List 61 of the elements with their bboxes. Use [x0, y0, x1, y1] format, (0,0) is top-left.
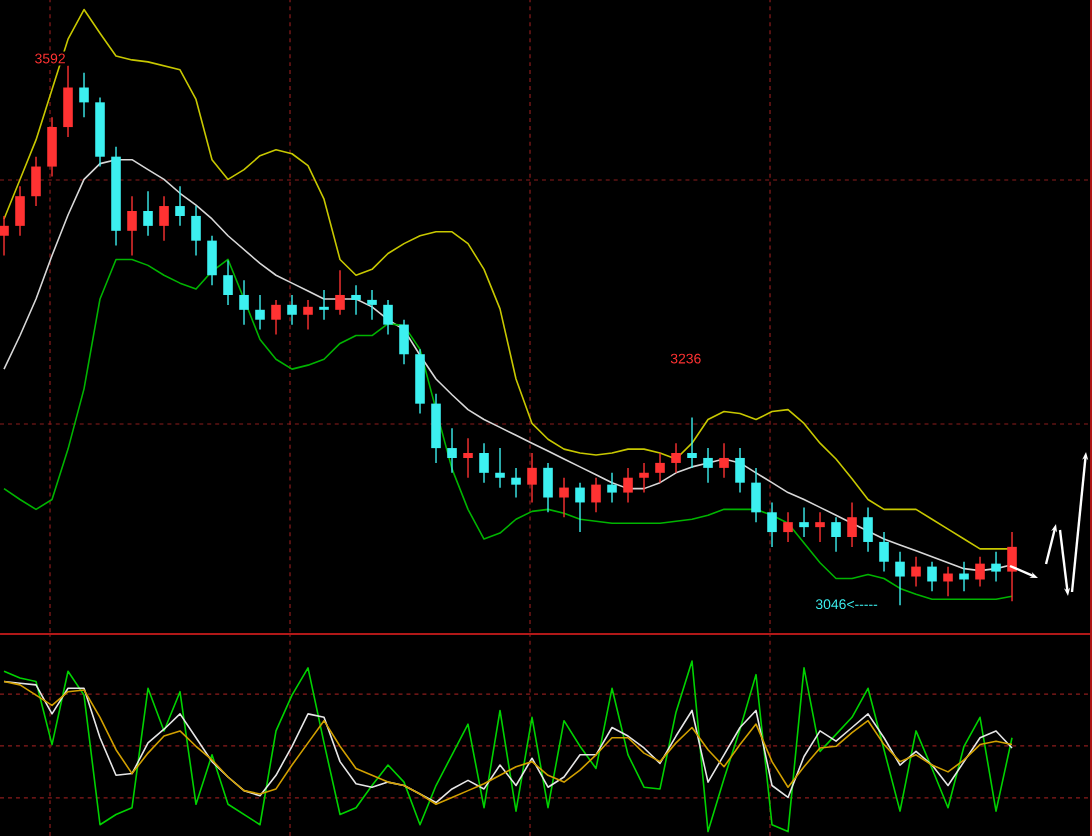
candlestick [863, 506, 873, 553]
candlestick [703, 447, 713, 484]
candlestick [143, 190, 153, 237]
candlestick [271, 299, 281, 336]
candlestick [623, 467, 633, 504]
candlestick [463, 437, 473, 479]
candlestick [431, 393, 441, 464]
candlestick [751, 467, 761, 523]
candlestick [367, 289, 377, 321]
candlestick [943, 565, 953, 597]
candlestick [479, 442, 489, 484]
candlestick [399, 319, 409, 365]
candlestick [1007, 531, 1017, 602]
candlestick [783, 511, 793, 543]
candlestick [671, 442, 681, 474]
candlestick [991, 551, 1001, 583]
candlestick [639, 462, 649, 494]
candlestick [927, 561, 937, 593]
candlestick [255, 294, 265, 331]
candlestick [847, 501, 857, 548]
candlestick [815, 511, 825, 543]
candlestick [527, 452, 537, 504]
candlestick [767, 501, 777, 548]
candlestick [223, 259, 233, 306]
candlestick [895, 551, 905, 606]
candlestick [975, 556, 985, 588]
candlestick [191, 205, 201, 257]
candlestick [175, 185, 185, 227]
candlestick [559, 477, 569, 518]
candlestick [719, 442, 729, 479]
candlestick [79, 72, 89, 118]
candlestick [735, 447, 745, 494]
candlestick [159, 195, 169, 242]
candlestick [383, 299, 393, 336]
candlestick [575, 482, 585, 533]
candlestick [31, 156, 41, 207]
candlestick [239, 279, 249, 326]
candlestick [351, 284, 361, 316]
candlestick [15, 185, 25, 237]
candlestick [607, 472, 617, 504]
candlestick [319, 289, 329, 321]
candlestick [63, 65, 73, 138]
candlestick [655, 452, 665, 484]
candlestick [447, 427, 457, 474]
candlestick [335, 269, 345, 316]
candlestick [495, 447, 505, 489]
candlestick [47, 116, 57, 178]
candlestick [0, 215, 9, 257]
candlestick [879, 531, 889, 573]
candlestick [127, 195, 137, 257]
candlestick [543, 462, 553, 514]
candlestick [511, 467, 521, 499]
candlestick [287, 294, 297, 326]
candlestick [687, 416, 697, 469]
candlestick [303, 299, 313, 331]
candlestick [831, 516, 841, 553]
candlestick [207, 235, 217, 286]
candlestick [911, 556, 921, 588]
candlestick [799, 506, 809, 538]
candlestick [591, 477, 601, 514]
candlestick [959, 561, 969, 593]
